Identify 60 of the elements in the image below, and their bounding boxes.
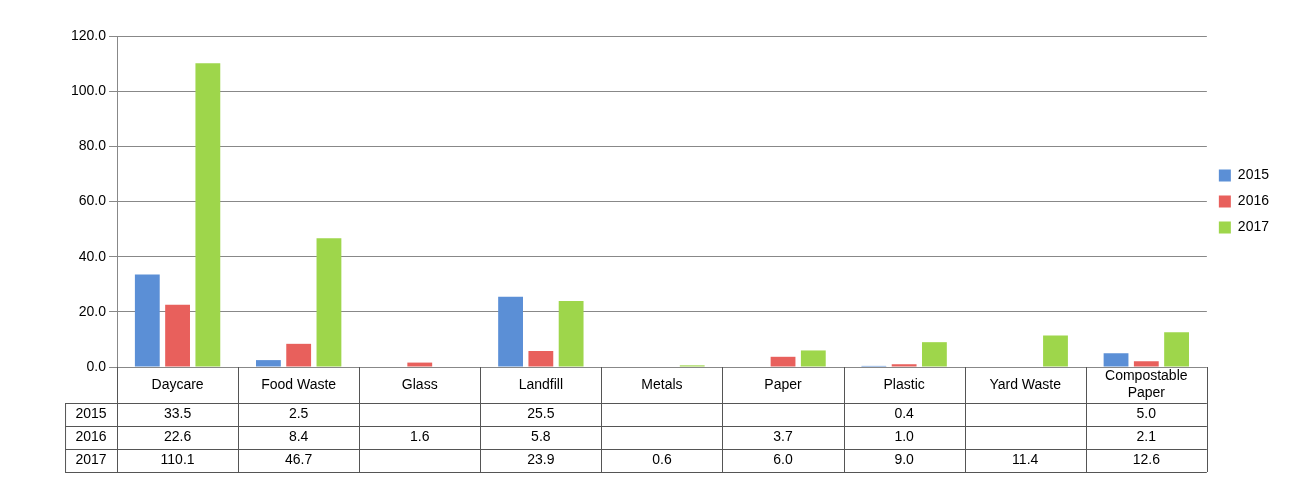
y-tick-label: 20.0 (78, 302, 107, 319)
bar (1164, 332, 1189, 367)
bar (255, 360, 281, 367)
data-label: 8.4 (288, 428, 309, 445)
bar (800, 350, 826, 367)
data-label: 12.6 (1132, 451, 1161, 468)
y-tick-label: 100.0 (70, 82, 107, 99)
data-label: 1.6 (410, 428, 430, 445)
y-tick-label: 80.0 (78, 137, 107, 154)
data-label: 110.1 (160, 451, 195, 468)
legend-label: 2016 (1237, 192, 1270, 209)
data-label: 2.1 (1136, 428, 1157, 445)
y-tick-label: 0.0 (86, 357, 107, 374)
data-label: 6.0 (773, 451, 793, 468)
bar (195, 63, 221, 367)
x-tick-label: Paper (764, 375, 803, 392)
y-tick-label: 40.0 (78, 247, 107, 264)
bar (558, 301, 584, 367)
bar (316, 238, 342, 367)
text: 2017 (75, 451, 107, 468)
text: 2015 (75, 405, 107, 422)
data-label: 3.7 (773, 428, 793, 445)
text: 2016 (75, 428, 107, 445)
data-label: 11.4 (1012, 451, 1039, 468)
bar (498, 296, 523, 367)
bar (891, 364, 917, 367)
data-label: 9.0 (894, 451, 915, 468)
data-label: 25.5 (527, 405, 555, 422)
bar (1103, 353, 1129, 367)
bar (134, 274, 160, 367)
data-label: 33.5 (163, 405, 192, 422)
data-label: 2.5 (288, 405, 309, 422)
bar (528, 351, 554, 367)
data-label: 22.6 (163, 428, 192, 445)
x-tick-label: Glass (401, 375, 438, 392)
x-tick-label: Metals (641, 375, 683, 392)
data-label: 5.8 (531, 428, 551, 445)
data-label: 0.4 (894, 405, 915, 422)
bar (1043, 335, 1068, 367)
bar (407, 362, 433, 367)
data-label: 46.7 (285, 451, 313, 468)
x-tick-label: Food Waste (261, 375, 337, 392)
y-tick-label: 60.0 (78, 192, 107, 209)
x-tick-label: Compostable Paper (1105, 367, 1188, 401)
x-tick-label: Plastic (883, 375, 925, 392)
bar (921, 342, 947, 367)
bar (286, 343, 312, 367)
x-tick-label: Yard Waste (989, 375, 1062, 392)
data-label: 1.0 (894, 428, 915, 445)
legend-label: 2017 (1237, 218, 1270, 235)
bar (1133, 361, 1159, 367)
bar (770, 356, 796, 367)
bar (165, 304, 190, 367)
legend-label: 2015 (1237, 166, 1270, 183)
x-tick-label: Daycare (151, 375, 204, 392)
x-tick-label: Landfill (518, 375, 564, 392)
y-tick-label: 120.0 (70, 26, 107, 43)
data-label: 5.0 (1136, 405, 1157, 422)
data-label: 23.9 (527, 451, 555, 468)
data-label: 0.6 (652, 451, 672, 468)
